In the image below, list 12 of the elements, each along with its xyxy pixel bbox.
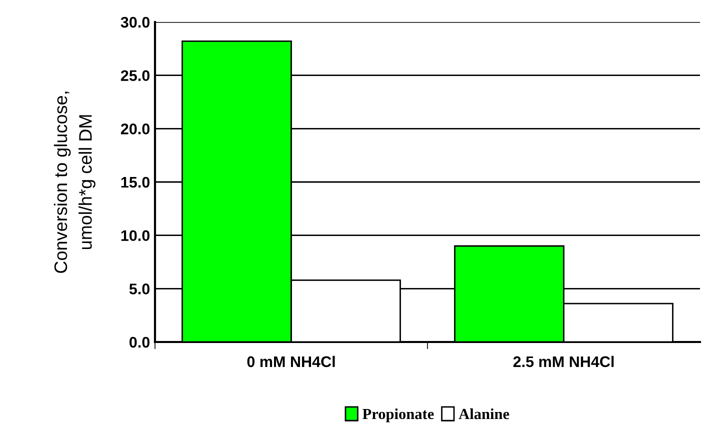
y-tick-label: 5.0 [129,284,150,294]
y-tick-label: 25.0 [120,70,150,82]
x-tick-label: 2.5 mM NH4Cl [513,356,614,368]
y-axis-title: Conversion to glucose, umol/h*g cell DM [54,92,96,273]
y-tick-label: 20.0 [120,124,150,134]
y-tick-label: 15.0 [121,176,150,188]
y-tick-label: 0.0 [130,336,150,348]
x-tick-label: 0 mM NH4Cl [247,356,335,368]
legend-label: Alanine [458,408,510,420]
y-tick-label: 30.0 [120,16,150,28]
y-tick-label: 10.0 [121,230,150,242]
legend-label: Propionate [362,408,434,422]
